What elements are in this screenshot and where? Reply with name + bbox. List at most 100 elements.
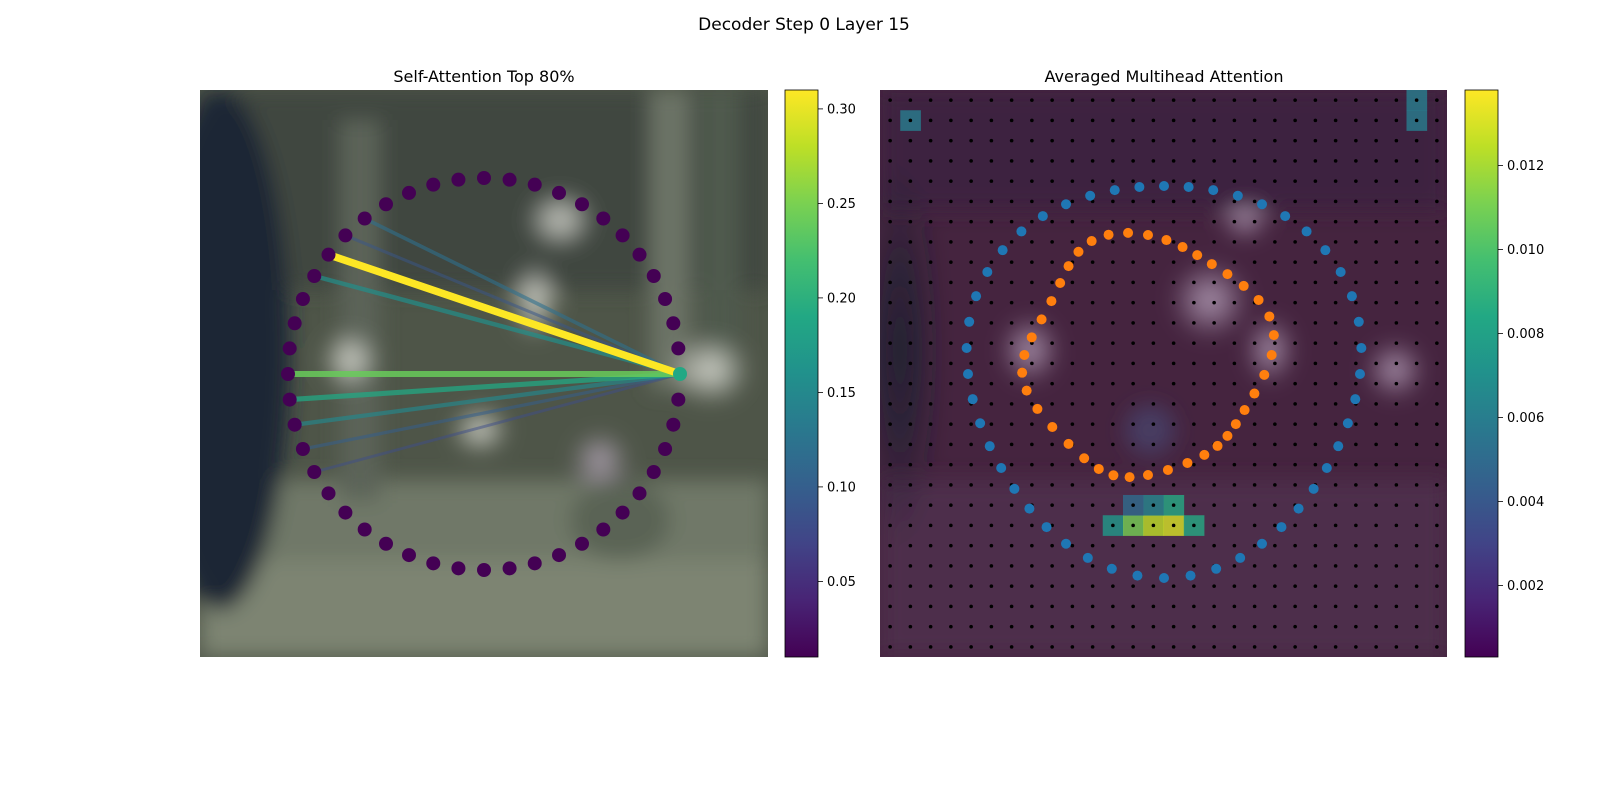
grid-dot [1414, 584, 1419, 588]
grid-dot [1030, 159, 1034, 163]
inner-ring-point [1103, 229, 1114, 240]
grid-dot [1394, 442, 1399, 447]
grid-dot [1252, 118, 1257, 123]
grid-dot [908, 564, 913, 568]
grid-dot [1273, 422, 1277, 426]
grid-dot [1252, 462, 1257, 467]
grid-dot [1009, 179, 1014, 183]
grid-dot [1192, 300, 1196, 305]
query-point [295, 442, 310, 457]
grid-dot [1131, 240, 1135, 244]
grid-dot [908, 543, 913, 548]
grid-dot [1252, 604, 1257, 609]
grid-dot [1070, 584, 1075, 588]
grid-dot [888, 118, 892, 123]
outer-ring-point [1024, 503, 1035, 514]
outer-ring-point [1208, 185, 1219, 196]
grid-dot [1171, 179, 1176, 183]
grid-dot [949, 199, 953, 204]
grid-dot [1414, 523, 1419, 528]
grid-dot [1293, 260, 1297, 264]
grid-dot [1009, 422, 1014, 426]
inner-ring-point [1019, 350, 1030, 360]
outer-ring-point [1109, 185, 1120, 196]
grid-dot [989, 179, 994, 183]
grid-dot [1111, 645, 1115, 649]
grid-dot [1151, 219, 1156, 224]
grid-dot [1394, 624, 1399, 629]
query-point [307, 465, 322, 479]
grid-dot [969, 645, 973, 649]
grid-dot [1333, 118, 1338, 123]
colorbar-tick-label: 0.10 [827, 480, 856, 495]
grid-dot [1354, 98, 1358, 102]
grid-dot [949, 422, 953, 426]
grid-dot [1354, 604, 1358, 609]
grid-dot [1293, 280, 1297, 285]
grid-dot [1232, 503, 1237, 507]
grid-dot [1009, 159, 1014, 163]
grid-dot [1394, 219, 1399, 224]
grid-dot [928, 584, 933, 588]
grid-dot [1435, 503, 1439, 507]
grid-dot [1192, 624, 1196, 629]
grid-dot [908, 503, 913, 507]
outer-ring-point [1320, 245, 1331, 256]
grid-dot [1354, 624, 1358, 629]
grid-dot [1252, 280, 1257, 285]
outer-ring-point [1333, 441, 1344, 452]
grid-dot [1151, 503, 1156, 507]
query-point [282, 341, 297, 356]
grid-dot [1171, 503, 1176, 507]
grid-dot [1009, 381, 1014, 386]
grid-dot [1212, 240, 1216, 244]
grid-dot [928, 199, 933, 204]
grid-dot [1050, 138, 1054, 143]
query-point [477, 563, 491, 577]
grid-dot [1151, 624, 1156, 629]
query-point [527, 177, 542, 192]
grid-dot [928, 604, 933, 609]
grid-dot [949, 118, 953, 123]
grid-dot [1090, 159, 1095, 163]
grid-dot [1171, 321, 1176, 325]
grid-dot [1354, 179, 1358, 183]
grid-dot [928, 118, 933, 123]
outer-ring-point [1041, 522, 1052, 533]
grid-dot [1030, 584, 1034, 588]
grid-dot [1374, 219, 1378, 224]
outer-ring-point [1185, 570, 1196, 581]
grid-dot [1212, 300, 1216, 305]
grid-dot [1030, 138, 1034, 143]
grid-dot [1333, 402, 1338, 406]
grid-dot [1090, 604, 1095, 609]
grid-dot [888, 219, 892, 224]
grid-dot [1354, 442, 1358, 447]
grid-dot [1030, 604, 1034, 609]
grid-dot [1333, 240, 1338, 244]
query-point [671, 341, 686, 356]
grid-dot [1354, 483, 1358, 487]
grid-dot [1171, 260, 1176, 264]
grid-dot [1192, 361, 1196, 366]
grid-dot [1151, 402, 1156, 406]
grid-dot [989, 300, 994, 305]
grid-dot [1252, 523, 1257, 528]
grid-dot [1171, 240, 1176, 244]
grid-dot [1232, 341, 1237, 345]
outer-ring-point [1257, 538, 1267, 549]
grid-dot [1070, 118, 1075, 123]
grid-dot [888, 300, 892, 305]
grid-dot [1192, 341, 1196, 345]
grid-dot [1111, 179, 1115, 183]
grid-dot [1151, 138, 1156, 143]
grid-dot [888, 483, 892, 487]
grid-dot [1435, 624, 1439, 629]
grid-dot [1414, 321, 1419, 325]
grid-dot [989, 321, 994, 325]
inner-ring-point [1161, 235, 1172, 246]
grid-dot [1414, 199, 1419, 204]
grid-dot [1273, 138, 1277, 143]
grid-dot [888, 564, 892, 568]
grid-dot [1333, 138, 1338, 143]
